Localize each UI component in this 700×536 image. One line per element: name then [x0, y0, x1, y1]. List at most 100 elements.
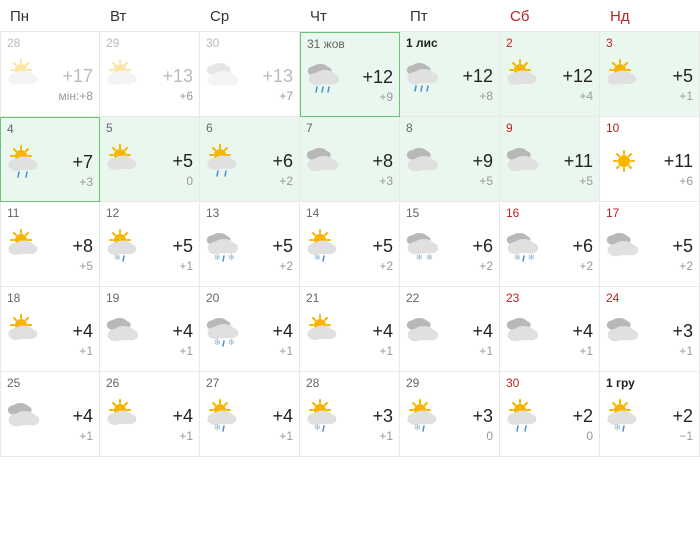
day-temps: +20	[572, 406, 593, 443]
svg-text:✻: ✻	[414, 423, 421, 432]
day-date: 28	[7, 36, 20, 50]
day-cell[interactable]: 25 +4+1	[0, 372, 100, 457]
temp-low: +5	[564, 174, 593, 188]
day-temps: +4+1	[272, 321, 293, 358]
day-date: 8	[406, 121, 413, 135]
day-cell[interactable]: 7 +8+3	[300, 117, 400, 202]
day-date: 5	[106, 121, 113, 135]
day-cell[interactable]: 6 +6+2	[200, 117, 300, 202]
rain-icon	[404, 58, 444, 94]
day-temps: +4+1	[272, 406, 293, 443]
day-temps: +8+5	[72, 236, 93, 273]
day-cell[interactable]: 9 +11+5	[500, 117, 600, 202]
day-date: 16	[506, 206, 519, 220]
day-date: 18	[7, 291, 20, 305]
day-cell[interactable]: 11 +8+5	[0, 202, 100, 287]
temp-low: +8	[462, 89, 493, 103]
day-cell[interactable]: 10 +11+6	[600, 117, 700, 202]
day-temps: +4+1	[572, 321, 593, 358]
temp-high: +6	[572, 236, 593, 257]
day-header: Сб	[500, 0, 600, 32]
temp-high: +12	[562, 66, 593, 87]
temp-low: +3	[372, 174, 393, 188]
cloudy-icon	[5, 398, 45, 434]
temp-high: +4	[172, 406, 193, 427]
day-cell[interactable]: 16 ✻✻+6+2	[500, 202, 600, 287]
temp-low: +1	[272, 429, 293, 443]
temp-high: +12	[362, 67, 393, 88]
day-cell[interactable]: 15 ✻✻+6+2	[400, 202, 500, 287]
temp-high: +11	[664, 151, 693, 172]
partly-cloudy-icon	[104, 58, 144, 94]
day-temps: +5+1	[672, 66, 693, 103]
partly-cloudy-icon	[104, 143, 144, 179]
day-cell[interactable]: 28 +17мін:+8	[0, 32, 100, 117]
day-temps: +17мін:+8	[58, 66, 93, 103]
day-cell[interactable]: 3 +5+1	[600, 32, 700, 117]
day-cell[interactable]: 5 +50	[100, 117, 200, 202]
day-date: 25	[7, 376, 20, 390]
day-cell[interactable]: 28 ✻+3+1	[300, 372, 400, 457]
day-cell[interactable]: 30 +13+7	[200, 32, 300, 117]
cloudy-snow-rain-icon: ✻✻	[204, 228, 244, 264]
partly-cloudy-icon	[5, 58, 45, 94]
day-cell[interactable]: 1 лис +12+8	[400, 32, 500, 117]
day-temps: +3+1	[672, 321, 693, 358]
temp-high: +4	[472, 321, 493, 342]
day-cell[interactable]: 23 +4+1	[500, 287, 600, 372]
temp-high: +3	[472, 406, 493, 427]
temp-high: +4	[372, 321, 393, 342]
day-cell[interactable]: 29 ✻+30	[400, 372, 500, 457]
day-cell[interactable]: 30 +20	[500, 372, 600, 457]
temp-high: +11	[564, 151, 593, 172]
temp-low: 0	[472, 429, 493, 443]
weather-calendar: ПнВтСрЧтПтСбНд28 +17мін:+829 +13+630 +1	[0, 0, 700, 457]
day-cell[interactable]: 2 +12+4	[500, 32, 600, 117]
day-cell[interactable]: 20 ✻✻+4+1	[200, 287, 300, 372]
day-temps: +4+1	[172, 406, 193, 443]
temp-low: +2	[472, 259, 493, 273]
temp-low: +2	[672, 259, 693, 273]
day-cell[interactable]: 26 +4+1	[100, 372, 200, 457]
day-cell[interactable]: 22 +4+1	[400, 287, 500, 372]
temp-high: +5	[172, 236, 193, 257]
partly-cloudy-icon	[304, 313, 344, 349]
day-date: 17	[606, 206, 619, 220]
partly-cloudy-rain-icon	[204, 143, 244, 179]
day-cell[interactable]: 17 +5 +2	[600, 202, 700, 287]
temp-high: +5	[672, 236, 693, 257]
svg-text:✻: ✻	[614, 423, 621, 432]
temp-low: +1	[372, 344, 393, 358]
day-cell[interactable]: 27 ✻+4+1	[200, 372, 300, 457]
partly-cloudy-icon	[604, 58, 644, 94]
day-cell[interactable]: 24 +3+1	[600, 287, 700, 372]
temp-low: +1	[672, 344, 693, 358]
day-cell[interactable]: 19 +4+1	[100, 287, 200, 372]
day-cell[interactable]: 1 гру ✻+2−1	[600, 372, 700, 457]
svg-text:✻: ✻	[214, 338, 221, 347]
temp-low: +1	[572, 344, 593, 358]
day-cell[interactable]: 4 +7+3	[0, 117, 100, 202]
day-cell[interactable]: 8 +9+5	[400, 117, 500, 202]
temp-high: +8	[72, 236, 93, 257]
day-cell[interactable]: 21 +4+1	[300, 287, 400, 372]
day-cell[interactable]: 18 +4+1	[0, 287, 100, 372]
day-date: 3	[606, 36, 613, 50]
temp-high: +4	[72, 406, 93, 427]
day-cell[interactable]: 13 ✻✻+5+2	[200, 202, 300, 287]
temp-low: +3	[72, 175, 93, 189]
day-cell[interactable]: 12 ✻+5+1	[100, 202, 200, 287]
day-temps: +4+1	[472, 321, 493, 358]
day-cell[interactable]: 14 ✻+5+2	[300, 202, 400, 287]
day-date: 15	[406, 206, 419, 220]
cloudy-snow-icon: ✻✻	[404, 228, 444, 264]
svg-text:✻: ✻	[314, 253, 321, 262]
temp-low: +7	[262, 89, 293, 103]
day-date: 20	[206, 291, 219, 305]
day-temps: +12+8	[462, 66, 493, 103]
temp-low: +4	[562, 89, 593, 103]
day-cell[interactable]: 29 +13+6	[100, 32, 200, 117]
day-cell[interactable]: 31 жов +12+9	[300, 32, 400, 117]
day-date: 1 гру	[606, 376, 635, 390]
day-temps: +50	[172, 151, 193, 188]
